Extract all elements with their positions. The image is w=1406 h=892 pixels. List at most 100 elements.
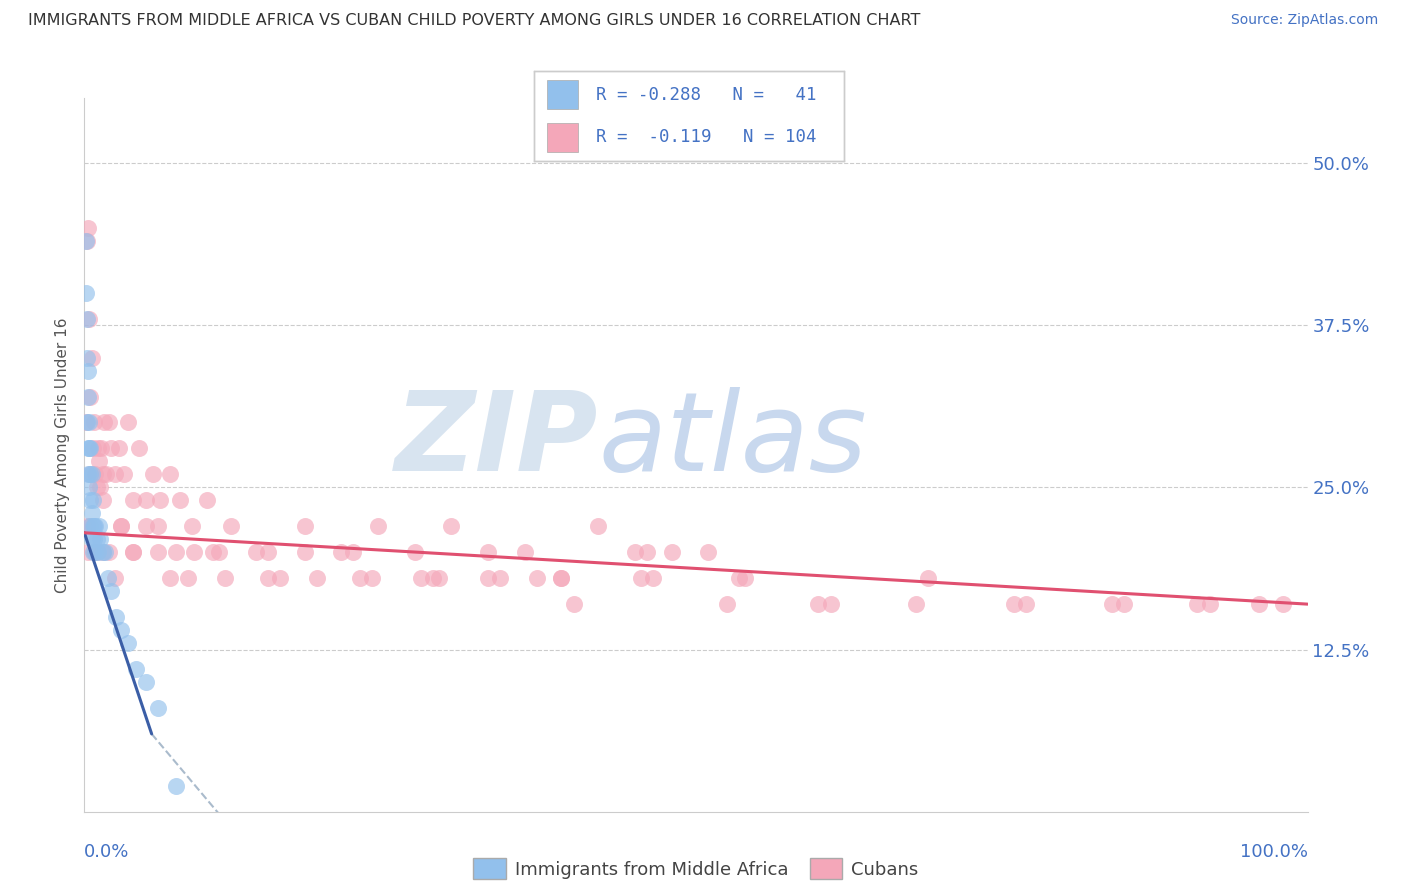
Point <box>360 571 382 585</box>
Point <box>79 467 101 482</box>
Point <box>1272 597 1295 611</box>
Point <box>135 493 157 508</box>
Point <box>330 545 353 559</box>
Point <box>80 351 103 365</box>
Point <box>89 533 111 547</box>
Text: atlas: atlas <box>598 387 866 494</box>
Point <box>807 597 830 611</box>
Point <box>80 533 103 547</box>
Point <box>1247 597 1270 611</box>
Point <box>83 533 105 547</box>
Point <box>550 571 572 585</box>
Point <box>87 454 110 468</box>
Point <box>87 545 110 559</box>
Point <box>245 545 267 559</box>
Point <box>643 571 665 585</box>
Point <box>1187 597 1209 611</box>
Point <box>1198 597 1220 611</box>
Point <box>125 662 148 676</box>
Point <box>83 545 105 559</box>
Point <box>86 533 108 547</box>
Text: ZIP: ZIP <box>395 387 598 494</box>
Point <box>257 571 280 585</box>
Point <box>477 545 499 559</box>
Point <box>77 467 100 482</box>
FancyBboxPatch shape <box>547 80 578 109</box>
Point <box>80 467 103 482</box>
Point <box>75 285 97 300</box>
Point <box>82 493 104 508</box>
Point <box>165 545 187 559</box>
Point <box>75 234 97 248</box>
Point <box>91 493 114 508</box>
Point <box>294 519 316 533</box>
Point <box>257 545 280 559</box>
Point <box>526 571 548 585</box>
Point <box>117 416 139 430</box>
Point <box>97 416 120 430</box>
Point <box>104 467 127 482</box>
Point <box>122 493 145 508</box>
Point <box>82 442 104 456</box>
Point <box>477 571 499 585</box>
Point <box>513 545 536 559</box>
Point <box>1002 597 1025 611</box>
Point <box>77 545 100 559</box>
Point <box>122 545 145 559</box>
Point <box>159 571 181 585</box>
Point <box>110 519 132 533</box>
Point <box>86 480 108 494</box>
Point <box>76 311 98 326</box>
Point <box>82 519 104 533</box>
Point <box>105 610 128 624</box>
Point <box>96 467 118 482</box>
Point <box>342 545 364 559</box>
Point <box>135 675 157 690</box>
Point <box>181 519 204 533</box>
Point <box>409 571 432 585</box>
Point <box>716 597 738 611</box>
Point <box>77 390 100 404</box>
Point <box>146 545 169 559</box>
Point <box>82 545 104 559</box>
Point <box>820 597 842 611</box>
Legend: Immigrants from Middle Africa, Cubans: Immigrants from Middle Africa, Cubans <box>468 853 924 885</box>
Point <box>83 416 105 430</box>
Text: 100.0%: 100.0% <box>1240 843 1308 861</box>
Point <box>219 519 242 533</box>
Point <box>94 545 117 559</box>
Point <box>562 597 585 611</box>
Point <box>630 571 652 585</box>
Point <box>84 545 107 559</box>
Point <box>91 545 114 559</box>
Point <box>734 571 756 585</box>
Point <box>177 571 200 585</box>
Point <box>117 636 139 650</box>
Point <box>1114 597 1136 611</box>
Point <box>91 467 114 482</box>
Point <box>77 480 100 494</box>
Point <box>89 480 111 494</box>
Point <box>422 571 444 585</box>
Point <box>135 519 157 533</box>
Point <box>79 467 101 482</box>
Point <box>91 545 114 559</box>
Point <box>79 390 101 404</box>
Point <box>165 779 187 793</box>
Point <box>440 519 463 533</box>
Point <box>183 545 205 559</box>
Point <box>104 571 127 585</box>
Point <box>149 493 172 508</box>
Point <box>122 545 145 559</box>
Point <box>79 519 101 533</box>
Point <box>169 493 191 508</box>
Point <box>79 519 101 533</box>
Point <box>97 545 120 559</box>
Point <box>294 545 316 559</box>
Point <box>107 442 129 456</box>
Point <box>77 416 100 430</box>
Point <box>550 571 572 585</box>
FancyBboxPatch shape <box>547 123 578 152</box>
Point <box>917 571 939 585</box>
Point <box>97 571 120 585</box>
